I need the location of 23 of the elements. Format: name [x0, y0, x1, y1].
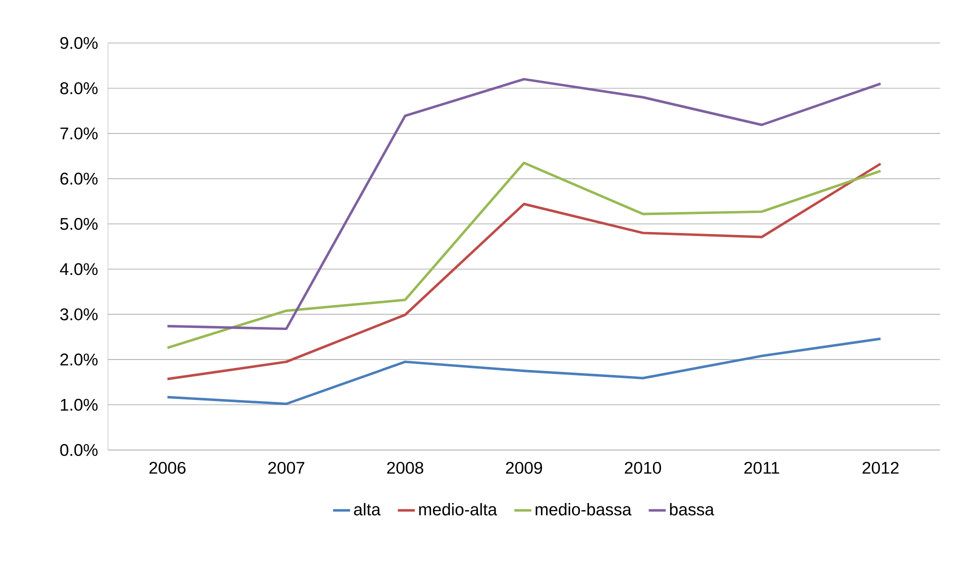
legend-label: medio-bassa	[536, 503, 632, 516]
line-series	[166, 338, 882, 406]
y-tick-label: 0.0%	[60, 444, 98, 456]
legend-label: alta	[354, 503, 381, 516]
x-tick-label: 2009	[506, 462, 542, 474]
y-tick-label: 9.0%	[60, 37, 98, 50]
y-tick-label: 3.0%	[60, 308, 98, 320]
y-tick-label: 8.0%	[60, 82, 98, 94]
y-tick-label: 1.0%	[60, 398, 98, 411]
y-tick-label: 5.0%	[60, 218, 98, 230]
x-tick-label: 2007	[268, 462, 304, 474]
legend-label: bassa	[670, 503, 714, 516]
x-tick-label: 2008	[387, 462, 424, 474]
line-series	[166, 78, 882, 330]
y-tick-label: 7.0%	[60, 127, 98, 140]
y-tick-label: 6.0%	[60, 172, 98, 185]
x-tick-label: 2006	[149, 462, 186, 474]
y-tick-label: 4.0%	[60, 263, 98, 276]
x-tick-label: 2012	[862, 462, 899, 474]
legend-label: medio-alta	[419, 503, 498, 516]
x-tick-label: 2011	[744, 462, 780, 474]
x-tick-label: 2010	[624, 462, 662, 474]
y-tick-label: 2.0%	[60, 354, 98, 366]
